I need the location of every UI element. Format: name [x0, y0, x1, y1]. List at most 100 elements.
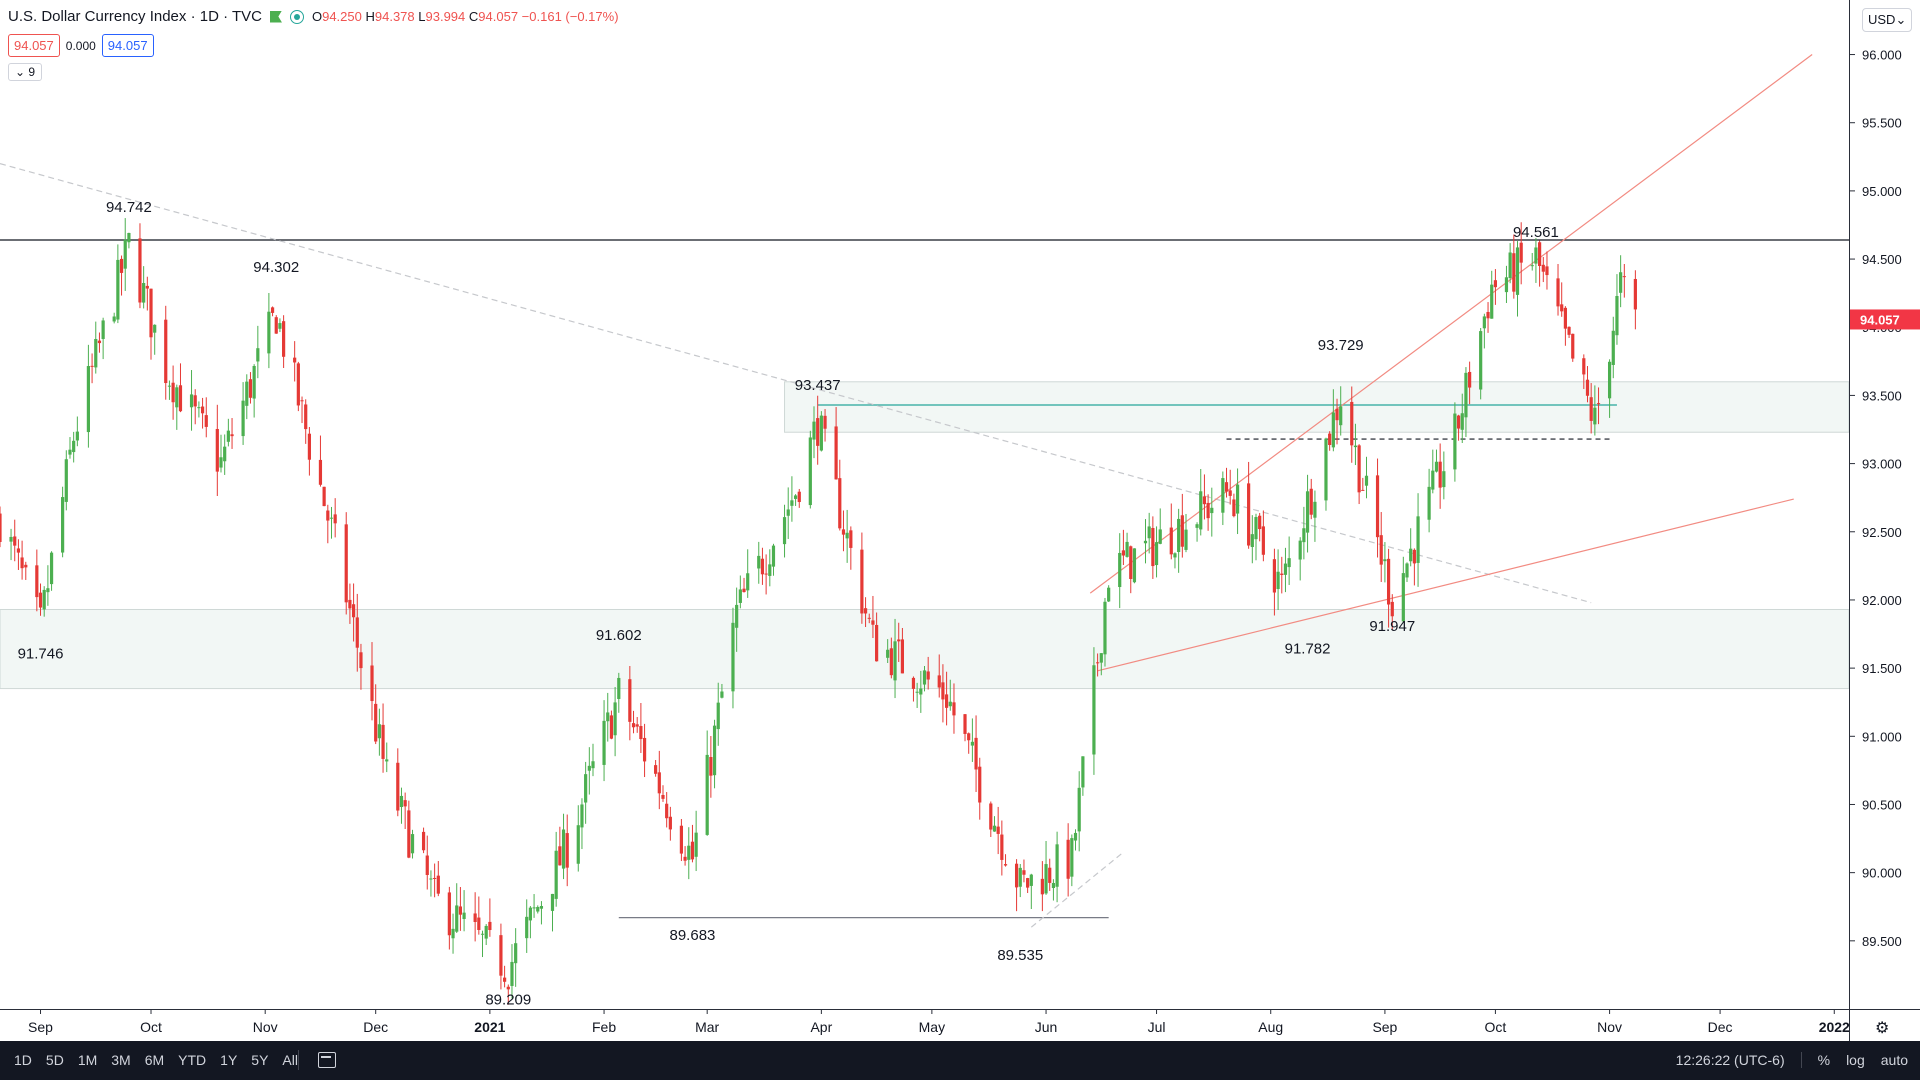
candle-body [86, 366, 90, 433]
auto-toggle[interactable]: auto [1880, 1052, 1908, 1068]
candle-body [967, 733, 971, 741]
candle-body [1180, 515, 1184, 547]
range-button-ytd[interactable]: YTD [178, 1052, 207, 1068]
range-button-6m[interactable]: 6M [144, 1052, 165, 1068]
candle-body [1232, 499, 1236, 517]
candle-body [322, 486, 326, 507]
candle-body [735, 604, 739, 628]
candle-body [841, 529, 846, 535]
price-axis[interactable]: USD⌄ 96.00095.50095.00094.50094.00093.50… [1849, 0, 1920, 1009]
candle-body [1442, 471, 1446, 488]
time-tick-label: Dec [363, 1019, 388, 1035]
candle-body [760, 558, 765, 575]
candle-body [1530, 265, 1534, 267]
low-value: 93.994 [425, 9, 466, 24]
candle-body [1283, 563, 1288, 575]
symbol-title[interactable]: U.S. Dollar Currency Index · 1D · TVC [8, 8, 262, 25]
log-toggle[interactable]: log [1846, 1052, 1865, 1068]
gear-icon[interactable]: ⚙ [1875, 1020, 1890, 1037]
time-tick-label: Mar [695, 1019, 719, 1035]
range-button-3m[interactable]: 3M [111, 1052, 131, 1068]
time-tick-label: Apr [810, 1019, 832, 1035]
candle-body [204, 415, 208, 427]
candle-body [941, 682, 945, 700]
candle-body [351, 604, 356, 618]
bid-ask-row: 94.057 0.000 94.057 [8, 34, 154, 57]
range-button-5y[interactable]: 5Y [251, 1052, 269, 1068]
candle-body [1386, 558, 1391, 605]
candle-body [149, 288, 153, 338]
candle-body [374, 703, 378, 742]
candle-body [1051, 882, 1056, 889]
candle-body [875, 624, 879, 662]
time-tick-label: May [919, 1019, 945, 1035]
candle-body [1361, 489, 1365, 491]
flag-icon[interactable] [269, 10, 282, 23]
price-tick-label: 90.500 [1862, 797, 1902, 812]
time-tick-label: Oct [1485, 1019, 1507, 1035]
candle-body [1073, 832, 1078, 841]
candle-body [1287, 558, 1291, 568]
candle-body [1022, 870, 1026, 875]
candle-body [731, 622, 735, 692]
candle-body [712, 725, 717, 776]
currency-button[interactable]: USD⌄ [1862, 8, 1913, 32]
candle-body [1258, 515, 1262, 530]
candle-body [1335, 408, 1339, 421]
calendar-icon[interactable] [318, 1052, 336, 1068]
axis-settings[interactable]: ⚙ [1849, 1009, 1920, 1042]
range-button-1y[interactable]: 1Y [220, 1052, 238, 1068]
candle-body [742, 588, 746, 593]
range-button-1m[interactable]: 1M [77, 1052, 98, 1068]
candle-body [370, 665, 374, 702]
candle-body [1504, 277, 1509, 293]
time-tick-label: Aug [1258, 1019, 1283, 1035]
candle-body [248, 379, 253, 398]
candle-body [996, 826, 1000, 834]
candle-body [584, 774, 588, 803]
range-button-1d[interactable]: 1D [14, 1052, 32, 1068]
candle-body [539, 906, 544, 909]
candle-body [613, 702, 617, 736]
range-button-5d[interactable]: 5D [45, 1052, 64, 1068]
price-annotation: 91.947 [1369, 618, 1415, 635]
candle-body [425, 855, 429, 875]
candle-body [112, 316, 116, 322]
candle-body [642, 737, 647, 762]
candle-body [602, 720, 606, 765]
price-tick-label: 96.000 [1862, 48, 1902, 63]
candle-body [278, 323, 282, 329]
candle-body [477, 917, 481, 930]
candle-body [1582, 358, 1586, 375]
time-axis[interactable]: Sep Oct Nov Dec 2021 Feb Mar Apr May Jun Jul Aug Sep… [0, 1009, 1850, 1042]
candle-body [282, 321, 286, 357]
candle-body [628, 679, 632, 722]
bottom-toolbar: 1D 5D 1M 3M 6M YTD 1Y 5Y All 12:26:22 (UTC-6) % … [0, 1041, 1920, 1080]
candle-body [193, 395, 197, 407]
trendlines [0, 54, 1849, 928]
sell-price-button[interactable]: 94.057 [8, 34, 60, 57]
candle-body [1129, 546, 1133, 579]
candle-body [1512, 253, 1516, 292]
market-status-icon[interactable] [289, 9, 304, 24]
candle-body [1000, 834, 1004, 860]
indicators-count: 9 [28, 65, 36, 79]
price-annotation: 94.302 [253, 259, 299, 276]
price-annotation: 94.561 [1513, 224, 1559, 241]
candle-body [171, 382, 175, 403]
candle-body [38, 592, 43, 608]
price-annotations: 94.742 94.302 91.746 89.209 91.602 89.683 93.4… [18, 199, 1559, 1008]
candle-body [1055, 844, 1059, 887]
candle-body [436, 875, 440, 894]
range-button-all[interactable]: All [282, 1052, 298, 1068]
price-annotation: 89.683 [670, 927, 716, 944]
price-tick-label: 92.000 [1862, 593, 1902, 608]
price-chart[interactable]: 94.742 94.302 91.746 89.209 91.602 89.683 93.4… [0, 0, 1849, 1009]
candle-body [849, 530, 853, 548]
candle-body [1280, 573, 1284, 575]
indicators-toggle[interactable]: ⌄ 9 [8, 63, 43, 81]
percent-toggle[interactable]: % [1817, 1052, 1831, 1068]
buy-price-button[interactable]: 94.057 [101, 34, 154, 57]
candle-body [1276, 571, 1280, 590]
clock-time[interactable]: 12:26:22 (UTC-6) [1675, 1052, 1785, 1068]
